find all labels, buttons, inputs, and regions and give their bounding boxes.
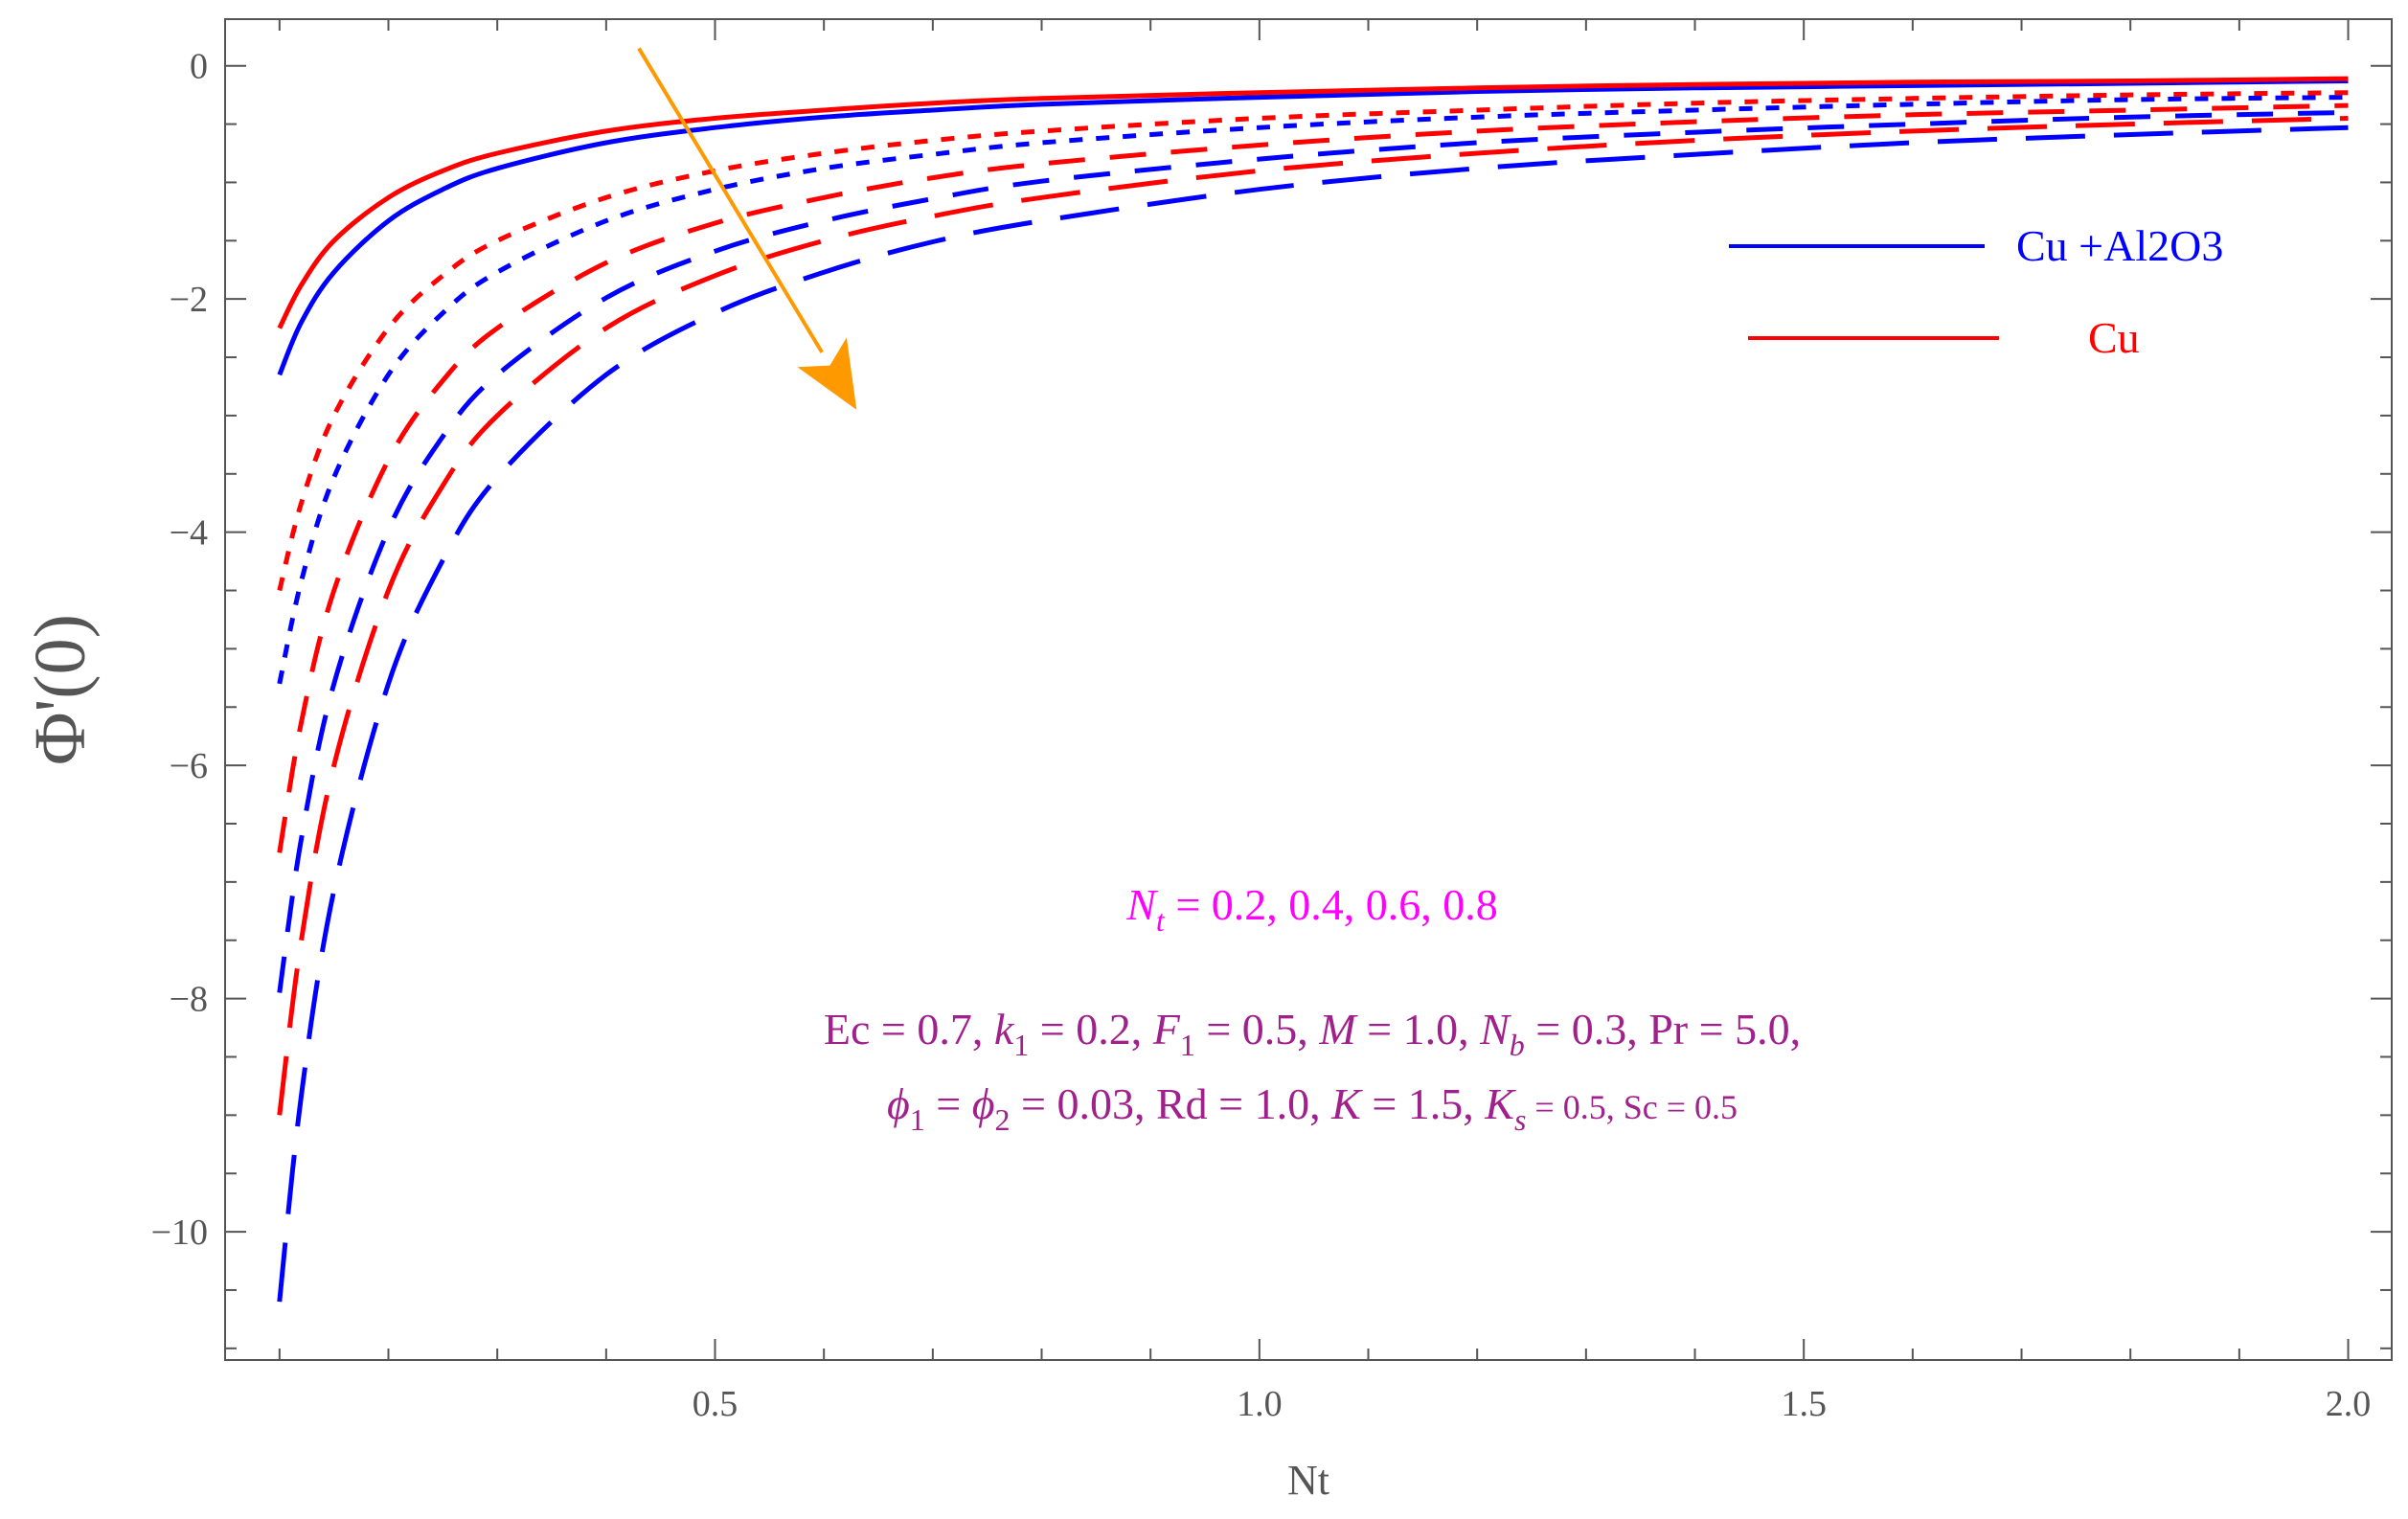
parameters-line-1: Ec = 0.7, k1 = 0.2, F1 = 0.5, M = 1.0, N… [824, 1005, 1801, 1062]
legend-label: Cu +Al2O3 [2016, 221, 2223, 270]
x-axis-title: Nt [1287, 1457, 1329, 1504]
series-lines [277, 76, 2349, 1303]
y-tick-label: −8 [170, 980, 208, 1020]
x-tick-label: 1.5 [1781, 1384, 1827, 1424]
y-tick-label: −6 [170, 746, 208, 786]
y-tick-label: 0 [190, 47, 208, 87]
series-line-cu-nt-0.2 [277, 76, 2349, 329]
series-line-cu-al2o3-nt-0.4 [277, 95, 2349, 685]
series-line-cu-nt-0.8 [277, 116, 2349, 1116]
nt-values-label: Nt = 0.2, 0.4, 0.6, 0.8 [1125, 880, 1498, 938]
y-axis-title: Φ'(0) [20, 614, 101, 765]
y-tick-label: −10 [151, 1213, 208, 1253]
series-line-cu-al2o3-nt-0.2 [277, 79, 2349, 376]
parameters-line-2: ϕ1 = ϕ2 = 0.03, Rd = 1.0, K = 1.5, Ks = … [887, 1079, 1738, 1137]
y-tick-label: −4 [170, 513, 208, 554]
x-tick-label: 0.5 [693, 1384, 738, 1424]
arrow-shaft [637, 47, 824, 353]
legend-label: Cu [2088, 313, 2140, 362]
series-line-cu-al2o3-nt-0.6 [277, 109, 2349, 993]
series-line-cu-nt-0.4 [277, 90, 2349, 592]
y-tick-label: −2 [170, 280, 208, 320]
x-tick-label: 1.0 [1237, 1384, 1283, 1424]
series-line-cu-nt-0.6 [277, 102, 2349, 853]
arrow-head [797, 337, 857, 410]
y-axis-ticks: 0 −2 −4 −6 −8 −10 [151, 47, 2392, 1349]
plot-frame [224, 18, 2393, 1361]
x-axis-ticks: 0.5 1.0 1.5 2.0 [278, 19, 2372, 1424]
legend: Cu +Al2O3 Cu [1729, 221, 2223, 362]
annotations: Nt = 0.2, 0.4, 0.6, 0.8 Ec = 0.7, k1 = 0.… [824, 880, 1801, 1137]
x-tick-label: 2.0 [2326, 1384, 2372, 1424]
direction-arrow [637, 47, 857, 410]
